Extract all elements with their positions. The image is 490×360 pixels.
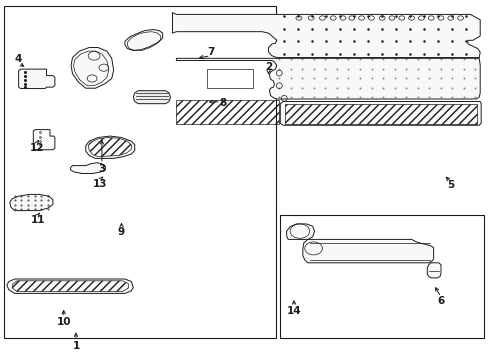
Text: 11: 11: [30, 215, 45, 225]
Polygon shape: [287, 224, 315, 239]
Polygon shape: [427, 263, 441, 278]
Polygon shape: [176, 58, 480, 99]
Text: 1: 1: [73, 341, 79, 351]
Polygon shape: [303, 239, 434, 263]
Text: 5: 5: [447, 180, 454, 190]
Text: 6: 6: [438, 296, 444, 306]
Polygon shape: [71, 163, 105, 174]
Text: 2: 2: [265, 62, 272, 72]
Text: 3: 3: [98, 164, 105, 174]
FancyBboxPatch shape: [207, 69, 253, 88]
Polygon shape: [7, 279, 133, 293]
Polygon shape: [172, 13, 480, 58]
Text: 14: 14: [287, 306, 301, 316]
Text: 10: 10: [56, 317, 71, 327]
Text: 7: 7: [207, 47, 215, 57]
Polygon shape: [86, 136, 135, 158]
Polygon shape: [125, 30, 163, 50]
Polygon shape: [10, 194, 53, 211]
Polygon shape: [133, 91, 171, 104]
FancyBboxPatch shape: [4, 6, 276, 338]
Text: 13: 13: [93, 179, 108, 189]
Polygon shape: [19, 69, 55, 89]
Polygon shape: [280, 102, 481, 125]
Text: 4: 4: [15, 54, 23, 64]
Text: 8: 8: [220, 98, 226, 108]
Polygon shape: [33, 130, 55, 150]
Polygon shape: [71, 48, 114, 88]
Text: 12: 12: [29, 143, 44, 153]
Text: 9: 9: [118, 227, 125, 237]
FancyBboxPatch shape: [280, 215, 484, 338]
